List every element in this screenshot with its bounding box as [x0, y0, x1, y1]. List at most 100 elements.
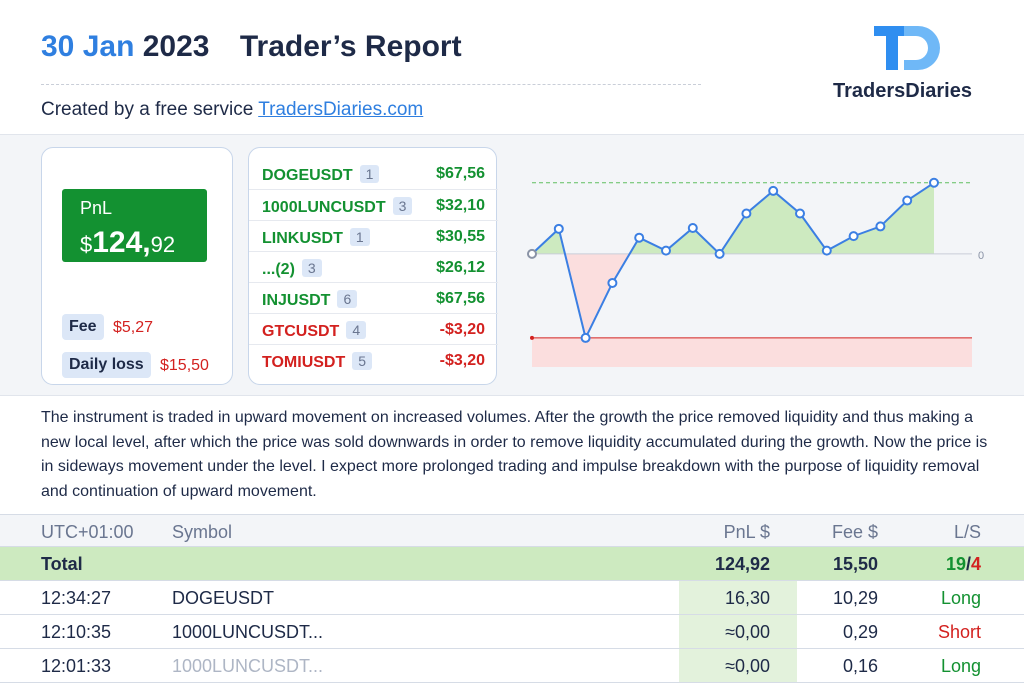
data-point	[714, 248, 725, 259]
symbol-row[interactable]: INJUSDT 6 $67,56	[249, 282, 498, 313]
data-point	[607, 277, 618, 288]
symbol-row[interactable]: DOGEUSDT 1 $67,56	[249, 158, 498, 189]
header-pnl[interactable]: PnL $	[723, 522, 770, 542]
trade-count-badge: 5	[352, 352, 373, 370]
header-ls[interactable]: L/S	[953, 522, 981, 542]
symbol-amount: $67,56	[436, 165, 485, 182]
pnl-currency: $	[80, 232, 93, 257]
symbol-name: INJUSDT 6	[262, 290, 358, 310]
total-label: Total	[41, 554, 83, 574]
header-fee[interactable]: Fee $	[831, 522, 878, 542]
symbol-amount: $32,10	[436, 197, 485, 214]
fee-label: Fee	[62, 314, 104, 340]
trade-time: 12:10:35	[41, 622, 112, 642]
trade-count-badge: 6	[337, 290, 358, 308]
trade-count-badge: 1	[349, 228, 370, 246]
trade-side: Short	[937, 622, 981, 642]
drawdown-area	[532, 253, 934, 338]
data-point	[687, 223, 698, 234]
summary-band: PnL $124,92 Fee $5,27 Daily loss $15,50 …	[0, 134, 1024, 396]
data-point	[553, 223, 564, 234]
pnl-cell-bg	[679, 581, 797, 614]
pnl-chart: 0	[527, 177, 984, 367]
symbol-name: LINKUSDT 1	[262, 228, 370, 248]
zero-label: 0	[978, 250, 984, 262]
total-long-count: 19	[945, 554, 966, 574]
pnl-card: PnL $124,92 Fee $5,27 Daily loss $15,50	[41, 147, 233, 385]
pnl-integer: 124,	[92, 226, 151, 259]
symbol-row[interactable]: TOMIUSDT 5 -$3,20	[249, 344, 498, 375]
symbol-amount: $30,55	[436, 228, 485, 245]
data-point	[795, 208, 805, 219]
trade-pnl: ≈0,00	[725, 622, 770, 642]
symbol-amount: -$3,20	[439, 321, 485, 338]
symbol-amount: -$3,20	[439, 352, 485, 369]
symbol-amount: $26,12	[436, 259, 485, 276]
data-point	[821, 245, 832, 256]
pnl-decimals: 92	[150, 232, 176, 257]
profit-area	[532, 182, 934, 254]
report-year: 2023	[142, 30, 210, 63]
symbol-name: DOGEUSDT 1	[262, 165, 380, 185]
table-row[interactable]: 12:01:33 1000LUNCUSDT... ≈0,00 0,16 Long	[0, 649, 1024, 683]
trade-count-badge: 1	[359, 165, 380, 183]
table-row[interactable]: 12:10:35 1000LUNCUSDT... ≈0,00 0,29 Short	[0, 615, 1024, 649]
trade-count-badge: 3	[301, 259, 322, 277]
fee-value: $5,27	[113, 319, 154, 336]
total-slash: /	[965, 554, 971, 574]
report-title: Trader’s Report	[239, 30, 462, 63]
td-logo-icon	[874, 26, 940, 70]
min-line-marker	[530, 335, 534, 340]
page-title: 30 Jan 2023 Trader’s Report	[41, 30, 462, 64]
data-point	[741, 208, 752, 219]
report-day: 30 Jan	[41, 30, 135, 63]
trade-symbol: 1000LUNCUSDT...	[172, 622, 324, 642]
symbol-name: TOMIUSDT 5	[262, 352, 373, 372]
daily-loss-value: $15,50	[160, 357, 209, 374]
total-row: Total 124,92 15,50 19/4	[0, 547, 1024, 581]
symbol-name: GTCUSDT 4	[262, 321, 367, 341]
traders-diaries-link[interactable]: TradersDiaries.com	[258, 99, 424, 120]
pnl-value: $124,92	[80, 226, 175, 260]
total-pnl: 124,92	[714, 554, 770, 574]
trade-side: Long	[940, 588, 981, 608]
data-point	[875, 221, 886, 232]
table-row[interactable]: 12:34:27 DOGEUSDT 16,30 10,29 Long	[0, 581, 1024, 615]
symbol-row[interactable]: ...(2) 3 $26,12	[249, 251, 498, 282]
symbol-row[interactable]: GTCUSDT 4 -$3,20	[249, 313, 498, 344]
data-point	[848, 231, 859, 242]
symbols-card: DOGEUSDT 1 $67,56 1000LUNCUSDT 3 $32,10 LINKUS…	[248, 147, 498, 385]
table-header: UTC+01:00 Symbol PnL $ Fee $ L/S	[0, 514, 1024, 547]
trade-fee: 0,16	[842, 656, 878, 676]
trade-symbol: 1000LUNCUSDT...	[172, 656, 324, 676]
trade-count-badge: 4	[346, 321, 367, 339]
symbol-row[interactable]: LINKUSDT 1 $30,55	[249, 220, 498, 251]
trades-table: UTC+01:00 Symbol PnL $ Fee $ L/S Total 1…	[0, 514, 1024, 683]
total-short-count: 4	[970, 554, 981, 574]
symbol-name: 1000LUNCUSDT 3	[262, 197, 413, 217]
data-point	[902, 195, 913, 206]
trade-symbol: DOGEUSDT	[172, 588, 275, 608]
data-point	[661, 245, 671, 256]
symbol-name: ...(2) 3	[262, 259, 322, 279]
trade-time: 12:34:27	[41, 588, 112, 608]
trade-fee: 0,29	[842, 622, 878, 642]
header-symbol[interactable]: Symbol	[172, 522, 233, 542]
header-time[interactable]: UTC+01:00	[41, 522, 134, 542]
data-point	[768, 185, 779, 196]
daily-loss-label: Daily loss	[62, 352, 151, 378]
subtitle: Created by a free service TradersDiaries…	[41, 99, 423, 121]
trade-description: The instrument is traded in upward movem…	[41, 409, 988, 500]
pnl-label: PnL	[80, 198, 113, 218]
loss-zone	[532, 337, 972, 367]
symbol-row[interactable]: 1000LUNCUSDT 3 $32,10	[249, 189, 498, 220]
trade-side: Long	[940, 656, 981, 676]
brand-name: TradersDiaries	[833, 80, 972, 102]
total-fee: 15,50	[832, 554, 878, 574]
pnl-badge: PnL $124,92	[62, 189, 207, 262]
total-ls: 19/4	[946, 554, 981, 575]
pnl-line	[531, 181, 935, 341]
header-divider	[41, 84, 701, 85]
report-header: 30 Jan 2023 Trader’s Report Created by a…	[0, 0, 1024, 134]
data-point	[580, 332, 591, 343]
